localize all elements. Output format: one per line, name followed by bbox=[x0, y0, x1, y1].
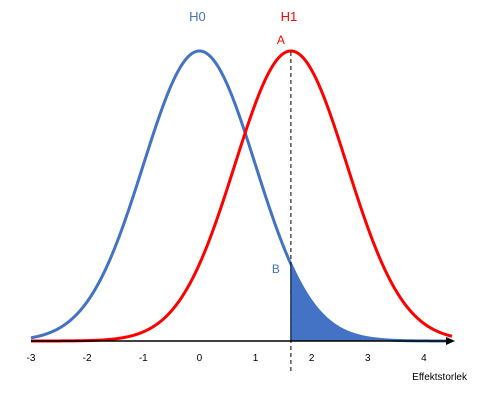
curve-layer bbox=[30, 49, 453, 372]
curve-label-h0: H0 bbox=[189, 9, 206, 24]
x-axis-title: Effektstorlek bbox=[412, 372, 468, 383]
curve-h1 bbox=[30, 49, 453, 343]
x-tick-label: 0 bbox=[197, 353, 203, 364]
curve-label-h1: H1 bbox=[281, 9, 298, 24]
x-tick-label: -1 bbox=[139, 353, 148, 364]
annotation-a: A bbox=[277, 33, 285, 47]
x-axis-arrowhead bbox=[446, 337, 455, 345]
x-tick-label: -3 bbox=[27, 353, 36, 364]
shaded-region-layer bbox=[290, 264, 452, 341]
shaded-power-region bbox=[290, 264, 452, 341]
x-axis bbox=[31, 337, 455, 345]
x-tick-label: 4 bbox=[421, 353, 427, 364]
x-tick-labels: -3 -2 -1 0 1 2 3 4 bbox=[27, 353, 428, 364]
x-tick-label: -2 bbox=[83, 353, 92, 364]
x-tick-label: 1 bbox=[253, 353, 259, 364]
labels-layer: Effektstorlek H0 H1 A B bbox=[189, 9, 468, 383]
curve-h0 bbox=[30, 49, 453, 343]
x-tick-label: 2 bbox=[309, 353, 315, 364]
annotation-b: B bbox=[272, 262, 280, 276]
x-tick-label: 3 bbox=[365, 353, 371, 364]
